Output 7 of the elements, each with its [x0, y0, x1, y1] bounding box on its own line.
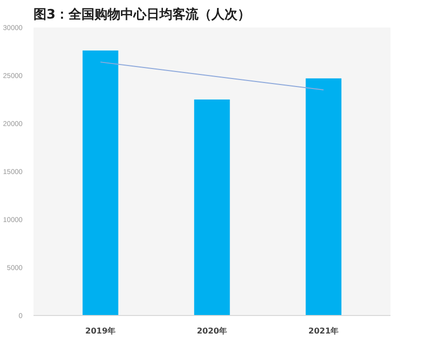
x-tick-label: 2020年	[196, 326, 228, 336]
x-tick-label: 2021年	[308, 326, 339, 336]
x-tick-label: 2019年	[85, 326, 116, 336]
bar	[194, 100, 230, 316]
bar	[306, 78, 342, 316]
bar	[82, 50, 118, 316]
chart-title: 图3：全国购物中心日均客流（人次）	[34, 6, 251, 22]
